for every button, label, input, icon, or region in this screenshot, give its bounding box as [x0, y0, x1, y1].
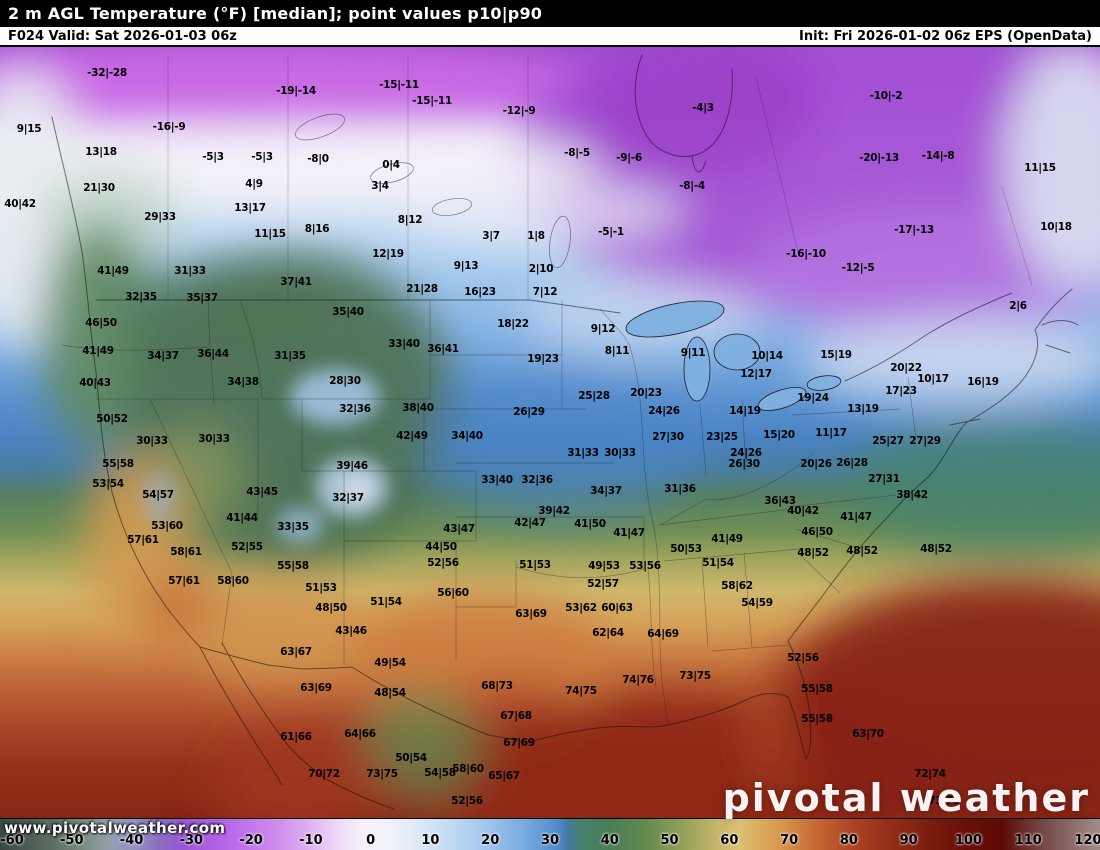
colorbar-tick-label: -30 [179, 833, 204, 848]
colorbar-tick-label: 60 [720, 833, 739, 848]
colorbar-tick-label: 70 [780, 833, 799, 848]
colorbar-tick-label: 30 [540, 833, 560, 848]
colorbar-tick-label: -50 [60, 833, 84, 848]
great-lakes [625, 300, 842, 411]
url-watermark: www.pivotalweather.com [4, 819, 226, 837]
colorbar-tick-label: 80 [839, 833, 858, 848]
init-time-label: Init: Fri 2026-01-02 06z EPS (OpenData) [799, 28, 1092, 44]
canada-lakes-outlines [294, 113, 571, 269]
colorbar-tick-label: 110 [1014, 833, 1042, 848]
temperature-pockets [144, 369, 388, 543]
province-borders [167, 55, 1033, 300]
colorbar-tick-label: 20 [481, 833, 500, 848]
temperature-field-svg [0, 47, 1100, 818]
colorbar-tick-label: -60 [0, 833, 24, 848]
colorbar-tick-label: 40 [600, 833, 619, 848]
colorbar-tick-label: 0 [366, 833, 376, 848]
colorbar-ticks: -60 -50 -40 -30 -20 -10 0 10 20 30 40 50 60 70 80 90 100… [0, 819, 1100, 850]
colorbar-tick-label: 120 [1074, 833, 1100, 848]
brand-watermark: pivotal weather [722, 776, 1090, 820]
title-bar: 2 m AGL Temperature (°F) [median]; point… [0, 0, 1100, 27]
colorbar-tick-label: 100 [954, 833, 983, 848]
colorbar-tick-label: 50 [660, 833, 679, 848]
temperature-map [0, 47, 1100, 818]
colorbar-tick-label: 10 [421, 833, 440, 848]
colorbar-tick-label: -40 [119, 833, 144, 848]
state-borders [61, 299, 917, 726]
coastlines [51, 54, 1079, 810]
colorbar: -60 -50 -40 -30 -20 -10 0 10 20 30 40 50 60 70 80 90 100… [0, 818, 1100, 850]
colorbar-tick-label: -20 [239, 833, 263, 848]
colorbar-tick-label: -10 [299, 833, 323, 848]
valid-time-label: F024 Valid: Sat 2026-01-03 06z [8, 28, 237, 44]
info-bar: F024 Valid: Sat 2026-01-03 06z Init: Fri… [0, 27, 1100, 47]
colorbar-tick-label: 90 [899, 833, 918, 848]
map-title: 2 m AGL Temperature (°F) [median]; point… [8, 4, 543, 23]
colorbar-gradient [0, 819, 1100, 850]
